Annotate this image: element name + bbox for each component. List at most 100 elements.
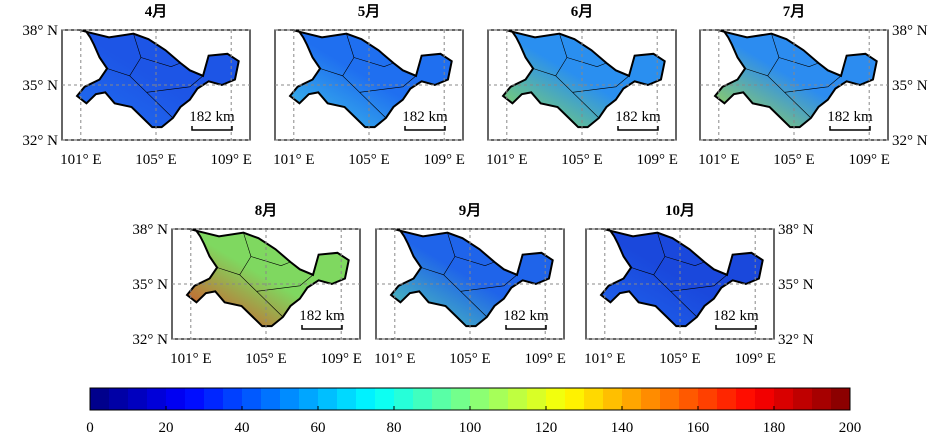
map-panel: 4月 101° E 105° E 109° E 32° N 35° N 38° N 182 k…	[22, 3, 252, 168]
region	[288, 30, 453, 129]
scale-bar	[715, 325, 757, 330]
region	[599, 229, 764, 328]
colorbar-tick-label: 180	[763, 420, 786, 436]
district-line	[250, 256, 291, 266]
colorbar-tick-label: 80	[387, 420, 402, 436]
map-panel: 9月 101° E 105° E 109° E 182 km	[374, 202, 566, 367]
scale-bar	[404, 126, 446, 131]
y-tick-label: 38° N	[22, 23, 58, 39]
colorbar-tick-label: 200	[839, 420, 862, 436]
colorbar-segment	[356, 388, 376, 410]
scale-bar-label: 182 km	[827, 109, 873, 125]
colorbar-segment	[470, 388, 490, 410]
colorbar-segment	[147, 388, 167, 410]
district-line	[359, 75, 417, 93]
map-panel: 8月 101° E 105° E 109° E 32° N 35° N 38° N 182 k…	[132, 202, 362, 367]
colorbar-segment	[261, 388, 281, 410]
panel-title: 9月	[459, 202, 482, 219]
district-line	[566, 57, 607, 67]
colorbar-segment	[831, 388, 851, 410]
x-tick-label: 109° E	[210, 152, 251, 168]
scale-bar-label: 182 km	[713, 308, 759, 324]
y-tick-label: 38° N	[132, 222, 168, 238]
y-tick-label: 32° N	[892, 133, 928, 149]
scale-bar	[301, 325, 343, 330]
district-line	[256, 274, 314, 292]
colorbar-segment	[755, 388, 775, 410]
district-line	[107, 68, 130, 77]
x-tick-label: 109° E	[636, 152, 677, 168]
colorbar-segment	[223, 388, 243, 410]
x-tick-label: 109° E	[423, 152, 464, 168]
scale-bar-label: 182 km	[503, 308, 549, 324]
region	[389, 229, 554, 328]
colorbar-segment	[508, 388, 528, 410]
colorbar-segment	[432, 388, 452, 410]
panel-title: 10月	[665, 202, 695, 219]
colorbar-segment	[736, 388, 756, 410]
colorbar-segment	[641, 388, 661, 410]
colorbar-segment	[489, 388, 509, 410]
scale-bar-label: 182 km	[615, 109, 661, 125]
colorbar-segment	[451, 388, 471, 410]
region	[713, 30, 878, 129]
colorbar-segment	[527, 388, 547, 410]
colorbar-tick-label: 60	[311, 420, 326, 436]
colorbar-segment	[660, 388, 680, 410]
region	[75, 30, 240, 129]
region	[185, 229, 350, 328]
district-line	[454, 256, 495, 266]
colorbar-tick-label: 20	[159, 420, 174, 436]
y-tick-label: 35° N	[892, 78, 928, 94]
district-line	[217, 267, 240, 276]
panel-title: 4月	[145, 3, 168, 20]
scale-bar-label: 182 km	[299, 308, 345, 324]
colorbar-segment	[565, 388, 585, 410]
panel-title: 5月	[358, 3, 381, 20]
colorbar-segment	[546, 388, 566, 410]
colorbar-segment	[299, 388, 319, 410]
panel-title: 8月	[255, 202, 278, 219]
colorbar-segment	[166, 388, 186, 410]
y-tick-label: 32° N	[778, 332, 814, 348]
district-line	[533, 68, 556, 77]
map-panel: 5月 101° E 105° E 109° E 182 km	[273, 3, 465, 168]
district-line	[664, 256, 705, 266]
district-line	[572, 75, 630, 93]
district-line	[460, 274, 518, 292]
x-tick-label: 101° E	[170, 351, 211, 367]
colorbar-segment	[337, 388, 357, 410]
scale-bar	[829, 126, 871, 131]
colorbar-segment	[584, 388, 604, 410]
x-tick-label: 105° E	[659, 351, 700, 367]
colorbar-segment	[109, 388, 129, 410]
x-tick-label: 109° E	[524, 351, 565, 367]
colorbar-segment	[622, 388, 642, 410]
district-line	[631, 267, 654, 276]
colorbar-tick-label: 0	[86, 420, 94, 436]
colorbar-segment	[394, 388, 414, 410]
x-tick-label: 105° E	[561, 152, 602, 168]
y-tick-label: 38° N	[778, 222, 814, 238]
y-tick-label: 35° N	[778, 277, 814, 293]
district-line	[320, 68, 343, 77]
x-tick-label: 105° E	[245, 351, 286, 367]
colorbar-segment	[204, 388, 224, 410]
x-tick-label: 105° E	[348, 152, 389, 168]
district-line	[421, 267, 444, 276]
y-tick-label: 32° N	[132, 332, 168, 348]
colorbar-segment	[717, 388, 737, 410]
map-panel: 10月 101° E 105° E 109° E32° N 35° N 38° N 182 …	[584, 202, 814, 367]
x-tick-label: 109° E	[734, 351, 775, 367]
colorbar-tick-label: 160	[687, 420, 710, 436]
x-tick-label: 105° E	[135, 152, 176, 168]
x-tick-label: 101° E	[60, 152, 101, 168]
panel-title: 6月	[571, 3, 594, 20]
map-panel: 6月 101° E 105° E 109° E 182 km	[486, 3, 678, 168]
colorbar-tick-label: 100	[459, 420, 482, 436]
region	[501, 30, 666, 129]
colorbar-segment	[812, 388, 832, 410]
colorbar-segment	[793, 388, 813, 410]
colorbar-segment	[280, 388, 300, 410]
colorbar-segment	[185, 388, 205, 410]
